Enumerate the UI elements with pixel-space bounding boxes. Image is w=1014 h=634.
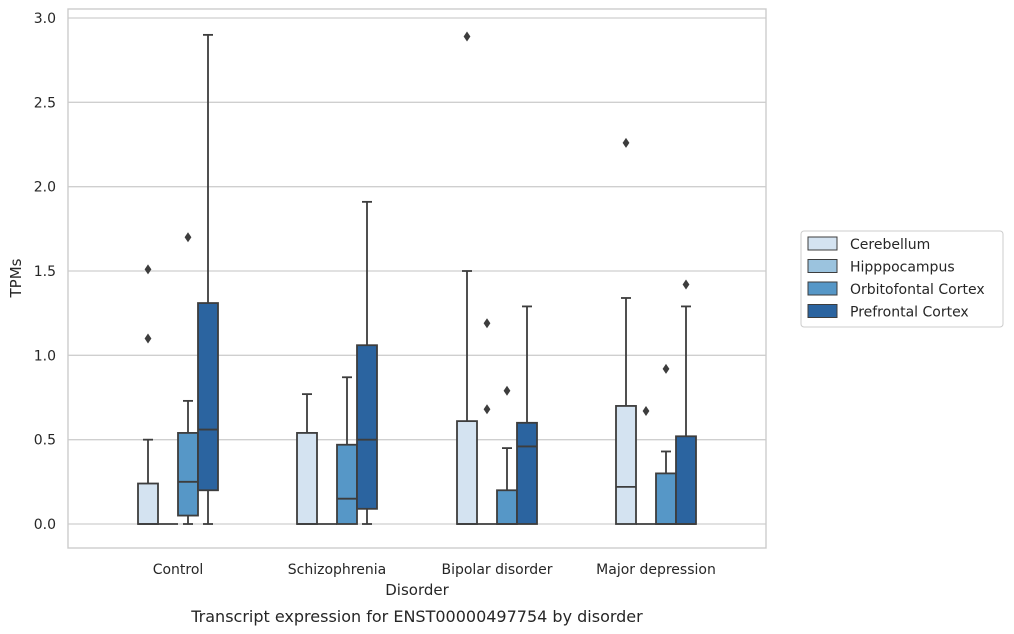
x-tick-labels: Control Schizophrenia Bipolar disorder Majo… (153, 562, 716, 578)
outlier-point-0 (682, 279, 690, 290)
x-tick-label-1: Schizophrenia (288, 562, 386, 578)
y-tick-label-3: 1.5 (34, 264, 56, 280)
outlier-point-0 (483, 404, 491, 415)
box-body (137, 482, 159, 525)
y-axis-label: TPMs (7, 258, 25, 298)
chart-caption: Transcript expression for ENST0000049775… (190, 607, 643, 626)
outlier-point-1 (483, 318, 491, 329)
box-body (177, 432, 199, 517)
box-3-2 (516, 305, 538, 525)
box-body (615, 405, 637, 525)
box-body (356, 344, 378, 510)
box-0-1 (296, 393, 318, 525)
y-tick-label-1: 0.5 (34, 433, 56, 449)
legend-swatch-0 (807, 236, 838, 251)
box-body (197, 302, 219, 492)
box-0-2 (456, 31, 478, 525)
plot-frame (67, 8, 767, 549)
x-tick-label-3: Major depression (596, 562, 716, 578)
box-body (516, 421, 538, 525)
legend-swatch-1 (807, 259, 838, 273)
box-1-2 (477, 318, 497, 525)
outlier-point-0 (144, 333, 152, 344)
legend: Cerebellum Hipppocampus Orbitofontal Corte… (800, 230, 1004, 328)
box-2-2 (496, 385, 518, 525)
y-tick-label-2: 1.0 (34, 348, 56, 364)
legend-items: Cerebellum Hipppocampus Orbitofontal Corte… (807, 236, 985, 321)
y-tick-label-6: 3.0 (34, 11, 56, 27)
box-body (675, 435, 697, 525)
legend-label-0: Cerebellum (850, 237, 930, 253)
legend-swatch-3 (807, 304, 838, 318)
box-body (336, 443, 358, 525)
outlier-point-0 (184, 232, 192, 243)
box-body (456, 420, 478, 525)
legend-frame (800, 230, 1004, 328)
x-tick-label-0: Control (153, 562, 204, 578)
outlier-point-0 (463, 31, 471, 42)
legend-label-1: Hipppocampus (850, 260, 955, 276)
x-tick-label-2: Bipolar disorder (441, 562, 552, 578)
box-3-3 (675, 279, 697, 525)
y-tick-label-0: 0.0 (34, 517, 56, 533)
box-2-3 (655, 363, 677, 525)
outlier-point-0 (662, 363, 670, 374)
outlier-point-0 (642, 405, 650, 416)
x-axis-label: Disorder (385, 581, 449, 599)
outlier-point-0 (622, 137, 630, 148)
box-0-3 (615, 137, 637, 525)
y-tick-label-4: 2.0 (34, 180, 56, 196)
box-body (296, 432, 318, 525)
box-0-0 (137, 264, 159, 525)
legend-label-2: Orbitofontal Cortex (850, 282, 985, 298)
outlier-point-1 (144, 264, 152, 275)
gridlines (68, 17, 766, 525)
legend-swatch-2 (807, 281, 838, 296)
box-3-1 (356, 200, 378, 525)
legend-label-3: Prefrontal Cortex (850, 305, 969, 321)
box-body (655, 472, 677, 525)
box-3-0 (197, 33, 219, 525)
box-2-0 (177, 232, 199, 525)
y-tick-label-5: 2.5 (34, 95, 56, 111)
boxes-layer (137, 31, 697, 525)
outlier-point-0 (503, 385, 511, 396)
box-2-1 (336, 376, 358, 525)
y-tick-labels: 0.0 0.5 1.0 1.5 2.0 2.5 3.0 (34, 11, 56, 533)
box-body (496, 489, 518, 525)
box-1-3 (636, 405, 656, 525)
